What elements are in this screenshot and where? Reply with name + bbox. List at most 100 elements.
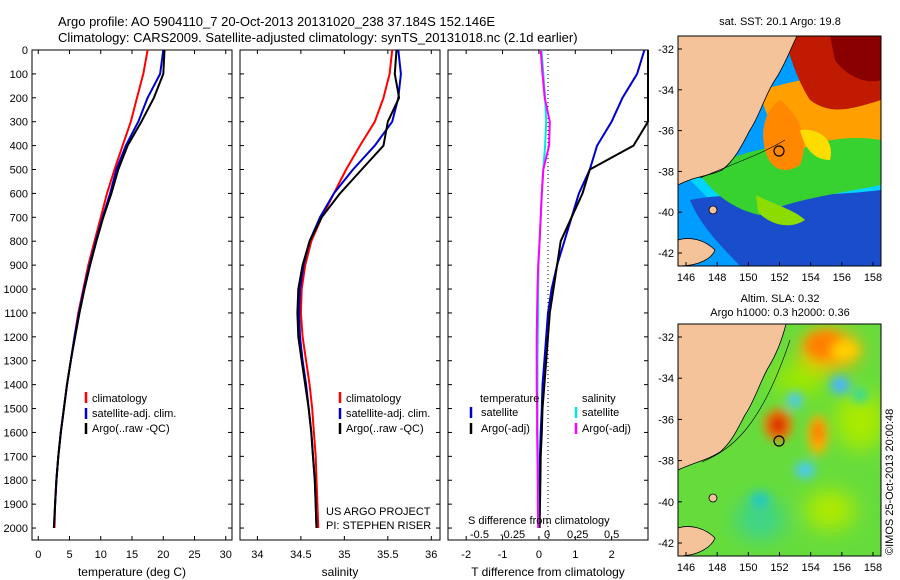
lat-tick-label: -36	[658, 126, 674, 138]
depth-tick-label: 200	[10, 93, 28, 105]
x-tick-label: 0	[536, 549, 542, 561]
x-tick-label: -2	[461, 549, 471, 561]
lat-tick-label: -42	[658, 248, 674, 260]
lon-tick-label: 152	[770, 562, 788, 574]
lon-tick-label: 158	[864, 272, 882, 284]
series-line	[299, 49, 394, 529]
legend-satellite: satellite-adj. clim.	[92, 408, 176, 420]
s-tick-5: 0.5	[604, 529, 619, 541]
depth-tick-label: 1600	[4, 427, 28, 439]
legend-t-argo: Argo(-adj)	[481, 423, 530, 435]
depth-tick-label: 700	[10, 212, 28, 224]
lat-tick-label: -42	[658, 538, 674, 550]
legend-climatology: climatology	[346, 393, 402, 405]
series-line	[538, 50, 649, 529]
depth-tick-label: 100	[10, 69, 28, 81]
legend-s-satellite: satellite	[582, 407, 619, 419]
difference-legend: temperature salinity satellite Argo(-adj…	[468, 393, 631, 541]
argo-location-marker	[773, 145, 785, 157]
legend-sal-title: salinity	[582, 393, 616, 405]
lat-tick-label: -38	[658, 456, 674, 468]
depth-tick-label: 800	[10, 236, 28, 248]
depth-tick-label: 1500	[4, 404, 28, 416]
depth-tick-label: 1100	[4, 308, 28, 320]
title-line-2: Climatology: CARS2009. Satellite-adjuste…	[58, 30, 578, 45]
legend-temp-title: temperature	[480, 393, 539, 405]
s-tick-2: -0.25	[500, 529, 525, 541]
x-tick-label: -1	[498, 549, 508, 561]
lon-tick-label: 158	[864, 562, 882, 574]
series-line	[535, 49, 551, 529]
depth-tick-label: 1900	[4, 499, 28, 511]
lon-tick-label: 154	[801, 562, 819, 574]
sla-map-title-1: Altim. SLA: 0.32	[741, 293, 820, 305]
lat-tick-label: -34	[658, 373, 674, 385]
s-tick-3: 0	[544, 529, 550, 541]
lat-tick-label: -32	[658, 44, 674, 56]
depth-tick-label: 500	[10, 165, 28, 177]
x-tick-label: 10	[95, 549, 107, 561]
x-tick-label: 20	[157, 549, 169, 561]
depth-tick-label: 600	[10, 188, 28, 200]
lon-tick-label: 156	[833, 562, 851, 574]
lon-tick-label: 156	[833, 272, 851, 284]
lon-tick-label: 146	[677, 562, 695, 574]
axis-ticks: 0 5 10 15 20 25 30 34 34.5 35 35.5 36 -2 -1 0 1 2	[32, 49, 648, 561]
s-difference-label: S difference from climatology	[468, 515, 610, 527]
salinity-panel	[239, 49, 441, 541]
difference-xlabel: T difference from climatology	[471, 565, 625, 579]
project-line1: US ARGO PROJECT	[326, 506, 431, 518]
depth-tick-label: 0	[22, 45, 28, 57]
depth-tick-label: 400	[10, 141, 28, 153]
title-line-1: Argo profile: AO 5904110_7 20-Oct-2013 2…	[58, 14, 496, 29]
x-tick-label: 25	[188, 549, 200, 561]
sla-map	[678, 324, 881, 556]
sst-map	[678, 36, 881, 266]
x-tick-label: 1	[572, 549, 578, 561]
lon-tick-label: 148	[708, 272, 726, 284]
salinity-legend: climatology satellite-adj. clim. Argo(..…	[326, 392, 431, 532]
argo-location-marker-sla	[773, 435, 785, 447]
legend-argo: Argo(..raw -QC)	[92, 423, 170, 435]
temperature-legend: climatology satellite-adj. clim. Argo(..…	[84, 392, 176, 435]
legend-climatology: climatology	[92, 393, 148, 405]
depth-tick-label: 1400	[4, 380, 28, 392]
lon-tick-label: 148	[708, 562, 726, 574]
s-tick-4: 0.25	[567, 529, 588, 541]
depth-axis: 0 100 200 300 400 500 600 700 800 900 1000 1100 1200…	[4, 45, 28, 535]
series-line	[296, 49, 401, 529]
x-tick-label: 34.5	[290, 549, 311, 561]
lat-tick-label: -40	[658, 207, 674, 219]
lat-tick-label: -36	[658, 414, 674, 426]
x-tick-label: 35	[338, 549, 350, 561]
depth-tick-label: 300	[10, 117, 28, 129]
temperature-xlabel: temperature (deg C)	[78, 565, 186, 579]
x-tick-label: 15	[126, 549, 138, 561]
x-tick-label: 0	[35, 549, 41, 561]
lon-tick-label: 146	[677, 272, 695, 284]
depth-tick-label: 1700	[4, 451, 28, 463]
depth-tick-label: 1200	[4, 332, 28, 344]
depth-tick-label: 1800	[4, 475, 28, 487]
lat-tick-label: -32	[658, 332, 674, 344]
lon-tick-label: 150	[739, 562, 757, 574]
profile-lines	[52, 49, 649, 529]
x-tick-label: 5	[66, 549, 72, 561]
sst-map-title: sat. SST: 20.1 Argo: 19.8	[719, 16, 841, 28]
salinity-xlabel: salinity	[322, 565, 359, 579]
project-line2: PI: STEPHEN RISER	[326, 520, 431, 532]
credit-timestamp: ©IMOS 25-Oct-2013 20:00:48	[884, 409, 896, 555]
x-tick-label: 34	[251, 549, 263, 561]
series-line	[52, 49, 166, 529]
x-tick-label: 30	[220, 549, 232, 561]
lat-tick-label: -40	[658, 497, 674, 509]
depth-tick-label: 1300	[4, 356, 28, 368]
sla-map-title-2: Argo h1000: 0.3 h2000: 0.36	[710, 307, 849, 319]
s-tick-1: -0.5	[470, 529, 489, 541]
temperature-panel	[31, 49, 233, 541]
legend-t-satellite: satellite	[481, 407, 518, 419]
x-tick-label: 35.5	[377, 549, 398, 561]
